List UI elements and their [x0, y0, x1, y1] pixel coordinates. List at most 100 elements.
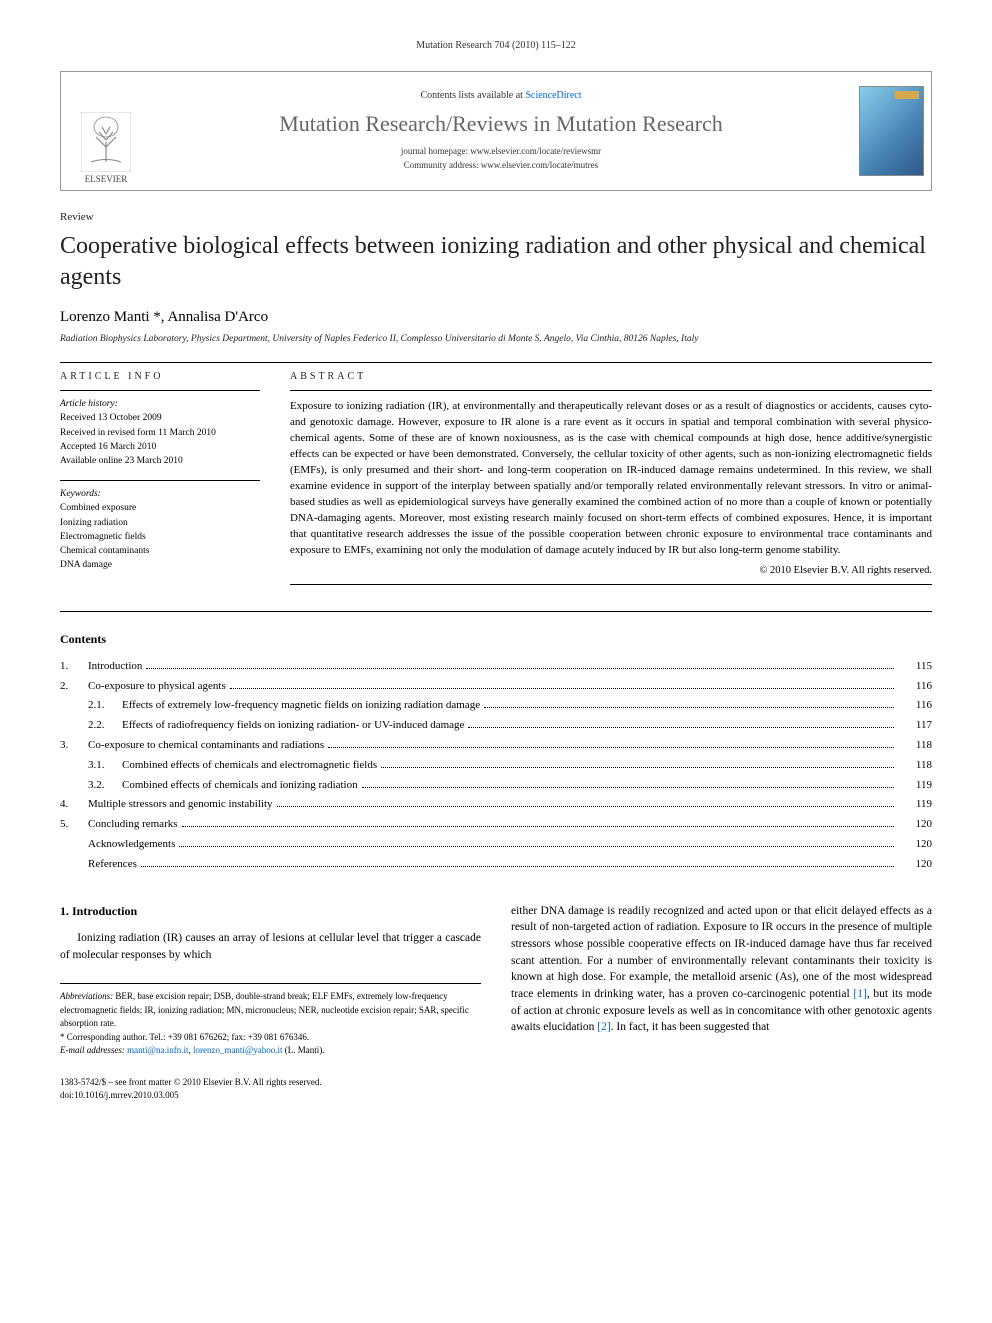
- homepage-lines: journal homepage: www.elsevier.com/locat…: [401, 145, 601, 172]
- banner-center: Contents lists available at ScienceDirec…: [151, 72, 851, 190]
- toc-page: 118: [898, 756, 932, 776]
- community-label: Community address:: [404, 160, 481, 170]
- email-line: E-mail addresses: manti@na.infn.it, lore…: [60, 1044, 481, 1058]
- contents-available-line: Contents lists available at ScienceDirec…: [420, 90, 581, 101]
- history-line: Received in revised form 11 March 2010: [60, 426, 260, 440]
- toc-leader-dots: [381, 767, 894, 768]
- toc-label: Combined effects of chemicals and ionizi…: [122, 776, 358, 796]
- toc-row: 1.Introduction 115: [60, 657, 932, 677]
- toc-row: 3.Co-exposure to chemical contaminants a…: [60, 736, 932, 756]
- toc-page: 119: [898, 795, 932, 815]
- toc-row: 5.Concluding remarks120: [60, 815, 932, 835]
- abstract-heading: ABSTRACT: [290, 371, 932, 382]
- toc-label: Effects of extremely low-frequency magne…: [122, 696, 480, 716]
- toc-label: Concluding remarks: [88, 815, 178, 835]
- contents-prefix: Contents lists available at: [420, 90, 525, 101]
- footnotes-block: Abbreviations: BER, base excision repair…: [60, 983, 481, 1058]
- article-title: Cooperative biological effects between i…: [60, 231, 932, 293]
- toc-label: References: [88, 855, 137, 875]
- toc-page: 115: [898, 657, 932, 677]
- history-line: Available online 23 March 2010: [60, 454, 260, 468]
- divider: [60, 362, 932, 363]
- toc-label: Effects of radiofrequency fields on ioni…: [122, 716, 464, 736]
- toc-row: 4.Multiple stressors and genomic instabi…: [60, 795, 932, 815]
- article-info-block: ARTICLE INFO Article history: Received 1…: [60, 371, 260, 592]
- toc-leader-dots: [230, 688, 894, 689]
- toc-label: Multiple stressors and genomic instabili…: [88, 795, 273, 815]
- intro-paragraph-right: either DNA damage is readily recognized …: [511, 903, 932, 1036]
- toc-page: 118: [898, 736, 932, 756]
- email-link-1[interactable]: manti@na.infn.it: [127, 1045, 188, 1055]
- toc-page: 116: [898, 677, 932, 697]
- corresponding-author-line: * Corresponding author. Tel.: +39 081 67…: [60, 1031, 481, 1045]
- toc-label: Co-exposure to chemical contaminants and…: [88, 736, 324, 756]
- body-columns: 1. Introduction Ionizing radiation (IR) …: [60, 903, 932, 1103]
- history-line: Accepted 16 March 2010: [60, 440, 260, 454]
- toc-number: 2.2.: [88, 716, 122, 736]
- ref-link-2[interactable]: [2]: [597, 1021, 610, 1033]
- toc-number: 3.1.: [88, 756, 122, 776]
- toc-leader-dots: [141, 866, 894, 867]
- community-url: www.elsevier.com/locate/mutres: [481, 160, 598, 170]
- toc-number: 4.: [60, 795, 88, 815]
- right-column: either DNA damage is readily recognized …: [511, 903, 932, 1103]
- homepage-label: journal homepage:: [401, 146, 470, 156]
- toc-label: Acknowledgements: [88, 835, 175, 855]
- abstract-copyright: © 2010 Elsevier B.V. All rights reserved…: [290, 565, 932, 576]
- abbreviations-line: Abbreviations: BER, base excision repair…: [60, 990, 481, 1031]
- front-matter-line: 1383-5742/$ – see front matter © 2010 El…: [60, 1076, 481, 1090]
- toc-number: 3.: [60, 736, 88, 756]
- keyword-line: Ionizing radiation: [60, 516, 260, 530]
- toc-row: 2.Co-exposure to physical agents116: [60, 677, 932, 697]
- table-of-contents: 1.Introduction 1152.Co-exposure to physic…: [60, 657, 932, 875]
- journal-cover-thumbnail: [851, 72, 931, 190]
- keyword-line: Chemical contaminants: [60, 544, 260, 558]
- toc-number: 2.1.: [88, 696, 122, 716]
- left-column: 1. Introduction Ionizing radiation (IR) …: [60, 903, 481, 1103]
- toc-row: Acknowledgements 120: [60, 835, 932, 855]
- toc-page: 117: [898, 716, 932, 736]
- toc-row: 2.1.Effects of extremely low-frequency m…: [60, 696, 932, 716]
- toc-leader-dots: [362, 787, 894, 788]
- toc-number: 3.2.: [88, 776, 122, 796]
- journal-banner: ELSEVIER Contents lists available at Sci…: [60, 71, 932, 191]
- toc-row: 3.2.Combined effects of chemicals and io…: [60, 776, 932, 796]
- toc-leader-dots: [182, 826, 894, 827]
- toc-page: 120: [898, 855, 932, 875]
- article-type: Review: [60, 211, 932, 223]
- abstract-block: ABSTRACT Exposure to ionizing radiation …: [290, 371, 932, 592]
- toc-page: 119: [898, 776, 932, 796]
- toc-leader-dots: [328, 747, 894, 748]
- ref-link-1[interactable]: [1]: [853, 988, 866, 1000]
- toc-page: 116: [898, 696, 932, 716]
- journal-title: Mutation Research/Reviews in Mutation Re…: [279, 111, 723, 137]
- toc-number: 2.: [60, 677, 88, 697]
- contents-heading: Contents: [60, 632, 932, 647]
- toc-label: Introduction: [88, 657, 142, 677]
- abstract-text: Exposure to ionizing radiation (IR), at …: [290, 399, 932, 558]
- toc-leader-dots: [468, 727, 894, 728]
- email-link-2[interactable]: lorenzo_manti@yahoo.it: [193, 1045, 283, 1055]
- page-footer: 1383-5742/$ – see front matter © 2010 El…: [60, 1076, 481, 1103]
- keywords-heading: Keywords:: [60, 489, 260, 499]
- toc-row: References 120: [60, 855, 932, 875]
- keyword-line: Combined exposure: [60, 501, 260, 515]
- doi-line: doi:10.1016/j.mrrev.2010.03.005: [60, 1089, 481, 1103]
- toc-row: 3.1.Combined effects of chemicals and el…: [60, 756, 932, 776]
- history-line: Received 13 October 2009: [60, 411, 260, 425]
- homepage-url: www.elsevier.com/locate/reviewsmr: [470, 146, 601, 156]
- toc-leader-dots: [179, 846, 894, 847]
- affiliation: Radiation Biophysics Laboratory, Physics…: [60, 334, 932, 344]
- section-heading-intro: 1. Introduction: [60, 903, 481, 920]
- info-abstract-row: ARTICLE INFO Article history: Received 1…: [60, 371, 932, 592]
- toc-leader-dots: [277, 806, 894, 807]
- toc-page: 120: [898, 815, 932, 835]
- intro-paragraph-left: Ionizing radiation (IR) causes an array …: [60, 930, 481, 963]
- toc-page: 120: [898, 835, 932, 855]
- history-heading: Article history:: [60, 399, 260, 409]
- author-list: Lorenzo Manti *, Annalisa D'Arco: [60, 309, 932, 326]
- publisher-logo: ELSEVIER: [61, 72, 151, 190]
- toc-number: 1.: [60, 657, 88, 677]
- sciencedirect-link[interactable]: ScienceDirect: [525, 90, 581, 101]
- article-info-heading: ARTICLE INFO: [60, 371, 260, 382]
